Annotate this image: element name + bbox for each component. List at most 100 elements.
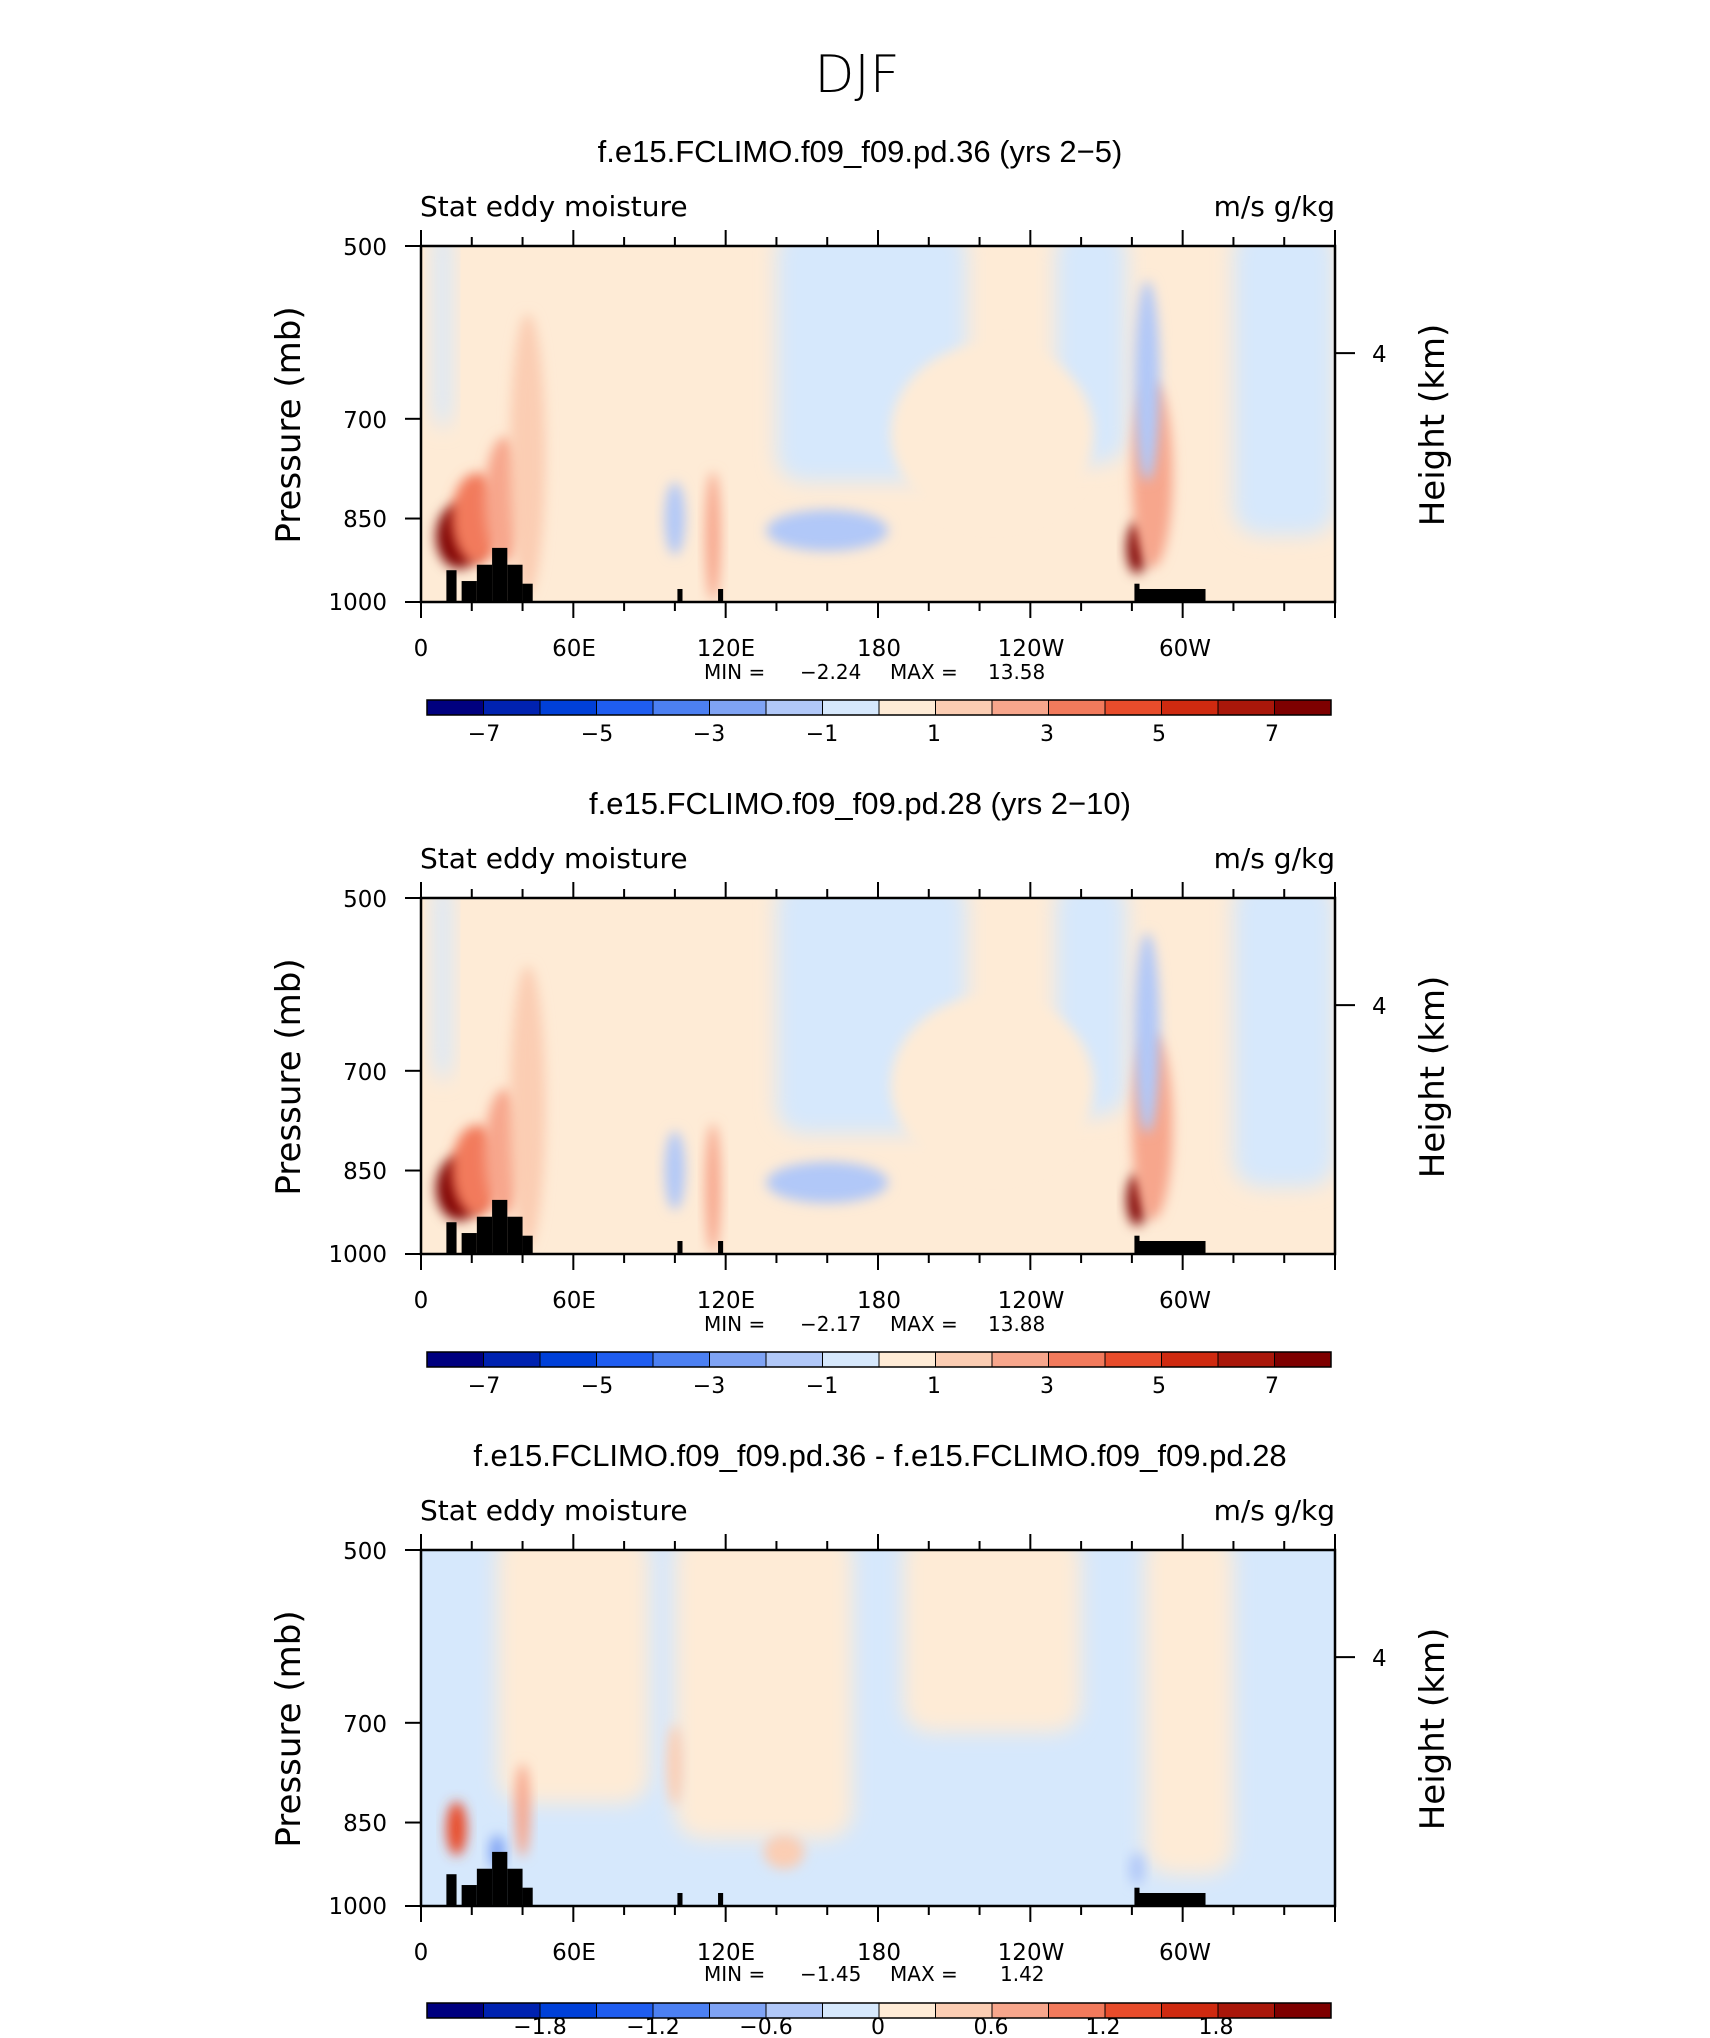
terrain-mask <box>492 1199 508 1254</box>
terrain-mask <box>677 588 683 602</box>
panel-2: f.e15.FCLIMO.f09_f09.pd.28 (yrs 2−10) St… <box>269 786 1453 1399</box>
terrain-mask <box>1139 1892 1206 1906</box>
field-band <box>433 246 452 429</box>
terrain-mask <box>461 1233 477 1254</box>
x-tick-label: 0 <box>414 1288 429 1314</box>
variable-label: Stat eddy moisture <box>420 1494 688 1527</box>
x-tick-label: 60W <box>1159 636 1211 662</box>
panel-title: f.e15.FCLIMO.f09_f09.pd.36 (yrs 2−5) <box>598 134 1123 169</box>
colorbar-label: −5 <box>581 722 613 747</box>
terrain-mask <box>677 1892 683 1906</box>
x-tick-label: 60E <box>552 636 596 662</box>
panel-title: f.e15.FCLIMO.f09_f09.pd.28 (yrs 2−10) <box>589 786 1131 821</box>
panel-title: f.e15.FCLIMO.f09_f09.pd.36 - f.e15.FCLIM… <box>473 1438 1286 1473</box>
colorbar-swatch <box>822 699 880 716</box>
contour-feature <box>514 1763 531 1857</box>
colorbar-swatch <box>1104 2002 1162 2019</box>
contour-feature <box>667 1724 683 1806</box>
x-tick-label: 60E <box>552 1288 596 1314</box>
terrain-mask <box>476 1868 493 1906</box>
panel-1: f.e15.FCLIMO.f09_f09.pd.36 (yrs 2−5) Sta… <box>269 134 1453 747</box>
colorbar-swatch <box>935 2002 993 2019</box>
contour-feature <box>766 1161 889 1204</box>
colorbar-label: −1.2 <box>626 2015 679 2038</box>
x-tick-label: 180 <box>857 636 901 662</box>
contour-feature <box>1134 932 1160 1133</box>
colorbar-label: −1 <box>806 1374 838 1399</box>
colorbar-label: 1.8 <box>1199 2015 1234 2038</box>
terrain-mask <box>1139 1240 1206 1254</box>
x-tick-label: 60E <box>552 1940 596 1966</box>
colorbar-swatch <box>1161 2002 1219 2019</box>
colorbar-swatch <box>822 1351 880 1368</box>
colorbar-frame <box>426 699 1332 716</box>
contour-feature <box>890 343 1094 524</box>
colorbar-swatch <box>1217 1351 1275 1368</box>
terrain-mask <box>507 1868 523 1906</box>
field-band <box>903 1550 1082 1733</box>
y-tick-label: 1000 <box>328 590 387 616</box>
colorbar-swatch <box>991 1351 1049 1368</box>
colorbar-swatch <box>596 1351 654 1368</box>
colorbar-swatch <box>539 2002 597 2019</box>
terrain-mask <box>1139 588 1206 602</box>
colorbar-label: 3 <box>1040 722 1054 747</box>
colorbar-swatch <box>1217 699 1275 716</box>
x-tick-label: 0 <box>414 636 429 662</box>
colorbar-swatch <box>426 1351 484 1368</box>
colorbar-label: −3 <box>693 722 725 747</box>
colorbar-swatch <box>1274 2002 1332 2019</box>
colorbar-swatch <box>1104 1351 1162 1368</box>
colorbar-swatch <box>483 1351 541 1368</box>
colorbar-swatch <box>765 1351 823 1368</box>
colorbar-swatch <box>483 2002 541 2019</box>
contour-feature <box>890 995 1094 1176</box>
y-tick-label: 500 <box>343 1539 387 1565</box>
colorbar-swatch <box>539 699 597 716</box>
colorbar-swatch <box>991 699 1049 716</box>
contour-feature <box>664 482 686 555</box>
x-tick-label: 120W <box>998 1940 1065 1966</box>
plot-area <box>421 898 1335 1254</box>
terrain-mask <box>446 570 457 602</box>
colorbar-label: 7 <box>1265 1374 1279 1399</box>
colorbar-swatch <box>1217 2002 1275 2019</box>
variable-label: Stat eddy moisture <box>420 190 688 223</box>
contour-feature <box>509 313 546 595</box>
stats-min-value: −1.45 <box>800 1962 861 1986</box>
x-tick-label: 60W <box>1159 1288 1211 1314</box>
colorbar-swatch <box>878 1351 936 1368</box>
contour-feature <box>763 1834 805 1870</box>
y-axis-label: Pressure (mb) <box>269 306 309 543</box>
terrain-mask <box>522 1235 533 1254</box>
colorbar-label: −7 <box>468 1374 500 1399</box>
stats-min-value: −2.17 <box>800 1312 861 1336</box>
x-tick-label: 120E <box>697 1288 755 1314</box>
terrain-mask <box>446 1222 457 1254</box>
colorbar-swatch <box>935 699 993 716</box>
y2-axis-label: Height (km) <box>1413 976 1453 1179</box>
stats-min-value: −2.24 <box>800 660 861 684</box>
contour-feature <box>664 1131 686 1210</box>
x-tick-label: 120W <box>998 636 1065 662</box>
field-band <box>433 898 452 1081</box>
colorbar-swatch <box>1048 2002 1106 2019</box>
colorbar-swatch <box>652 1351 710 1368</box>
units-label: m/s g/kg <box>1214 190 1335 223</box>
colorbar-swatch <box>1048 1351 1106 1368</box>
colorbar-swatch <box>596 2002 654 2019</box>
y-tick-label: 500 <box>343 887 387 913</box>
y-tick-label: 1000 <box>328 1242 387 1268</box>
colorbar-label: 1 <box>927 722 941 747</box>
y-tick-label: 700 <box>343 1712 387 1738</box>
field-band <box>674 1550 853 1840</box>
stats-max-label: MAX = <box>890 1312 958 1336</box>
colorbar-swatch <box>426 699 484 716</box>
y2-tick-label: 4 <box>1372 994 1387 1020</box>
contour-feature <box>705 471 721 601</box>
colorbar-swatch <box>878 699 936 716</box>
terrain-mask <box>522 583 533 602</box>
colorbar-label: 1.2 <box>1086 2015 1121 2038</box>
terrain-mask <box>507 1216 523 1254</box>
terrain-mask <box>1134 583 1140 602</box>
